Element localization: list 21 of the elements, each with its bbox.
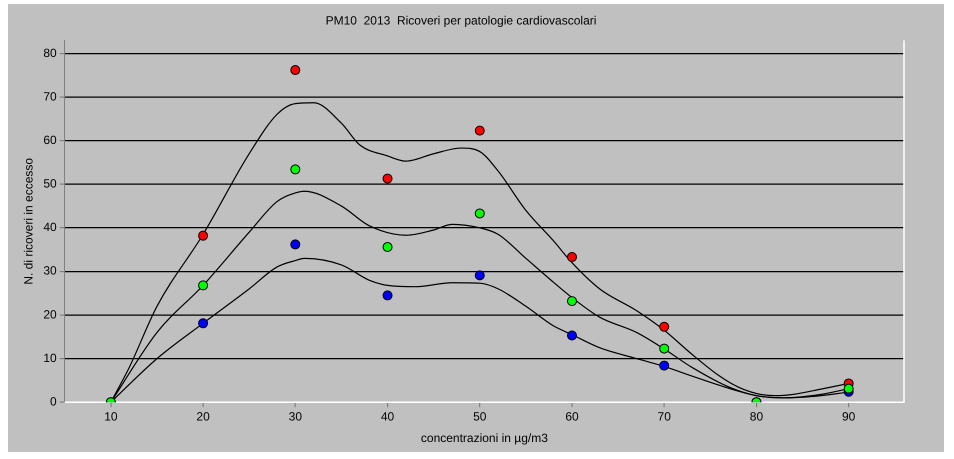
y-tick-label: 0	[50, 394, 58, 409]
y-tick-label: 80	[43, 46, 58, 60]
y-tick-label: 20	[43, 307, 58, 322]
x-tick-label: 10	[104, 410, 118, 424]
y-axis-title: N. di ricoveri in eccesso	[22, 158, 36, 285]
x-tick-label: 40	[380, 410, 395, 424]
x-tick-label: 90	[842, 410, 856, 424]
x-tick-label: 80	[750, 410, 764, 424]
chart-title: PM10 2013 Ricoveri per patologie cardiovascolari	[326, 14, 596, 28]
y-tick-label: 10	[43, 350, 58, 365]
y-tick-label: 70	[43, 89, 58, 104]
y-tick-label: 40	[43, 220, 58, 234]
x-tick-label: 20	[196, 410, 210, 424]
y-tick-label: 60	[43, 132, 58, 147]
x-tick-label: 50	[473, 410, 487, 424]
x-axis-title: concentrazioni in µg/m3	[420, 431, 548, 446]
x-tick-label: 70	[658, 410, 672, 424]
x-tick-label: 60	[565, 410, 579, 424]
y-tick-label: 50	[43, 176, 58, 191]
x-tick-label: 30	[288, 410, 302, 424]
y-tick-label: 30	[43, 264, 58, 278]
